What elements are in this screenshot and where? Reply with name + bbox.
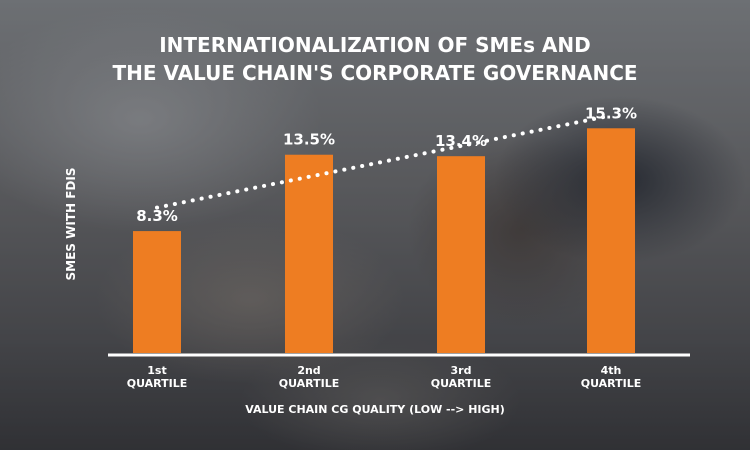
x-tick-label-2-line-2: QUARTILE <box>279 377 340 390</box>
chart-title-line-1: INTERNATIONALIZATION OF SMEs AND <box>159 33 591 57</box>
x-tick-labels-group: 1stQUARTILE2ndQUARTILE3rdQUARTILE4thQUAR… <box>127 364 642 390</box>
x-tick-label-1-line-2: QUARTILE <box>127 377 188 390</box>
y-axis-label: SMES WITH FDIS <box>64 168 78 281</box>
bar-2 <box>285 154 333 353</box>
x-tick-label-2-line-1: 2nd <box>297 364 320 377</box>
x-tick-label-1-line-1: 1st <box>147 364 166 377</box>
chart-title-line-2: THE VALUE CHAIN'S CORPORATE GOVERNANCE <box>112 61 637 85</box>
bar-4 <box>587 128 635 353</box>
value-label-4: 15.3% <box>585 104 637 122</box>
value-label-1: 8.3% <box>136 207 178 225</box>
bar-1 <box>133 231 181 353</box>
value-label-2: 13.5% <box>283 131 335 149</box>
x-tick-label-4-line-2: QUARTILE <box>581 377 642 390</box>
bars-group <box>133 128 635 353</box>
x-axis-label: VALUE CHAIN CG QUALITY (LOW --> HIGH) <box>245 403 505 416</box>
trend-line <box>155 113 613 210</box>
value-label-3: 13.4% <box>435 132 487 150</box>
bar-3 <box>437 156 485 353</box>
x-tick-label-4-line-1: 4th <box>601 364 622 377</box>
x-tick-label-3-line-1: 3rd <box>451 364 472 377</box>
x-tick-label-3-line-2: QUARTILE <box>431 377 492 390</box>
value-labels-group: 8.3% 13.5% 13.4% 15.3% <box>136 104 637 225</box>
